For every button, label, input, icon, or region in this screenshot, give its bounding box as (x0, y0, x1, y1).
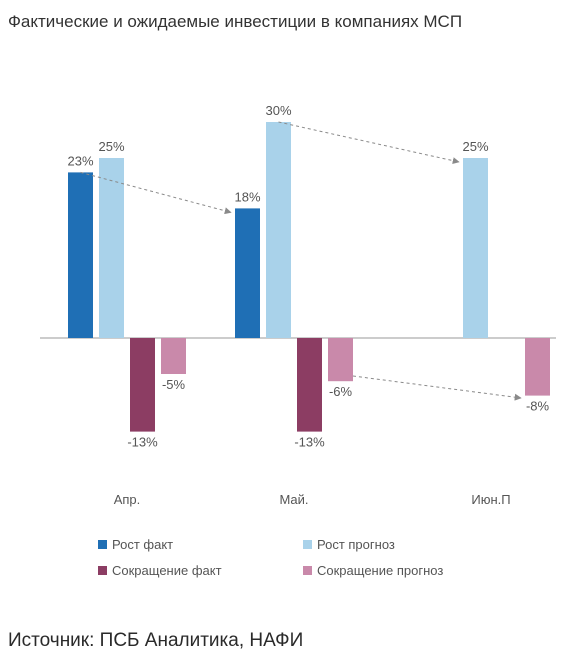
legend-label-decline-fact: Сокращение факт (112, 563, 222, 578)
data-label-growth-fact-0: 23% (67, 153, 93, 168)
bar-growth-forecast-0 (99, 158, 124, 338)
legend-swatch-growth-fact (98, 540, 107, 549)
category-label-0: Апр. (114, 492, 141, 507)
chart-title: Фактические и ожидаемые инвестиции в ком… (8, 12, 463, 31)
legend-label-growth-fact: Рост факт (112, 537, 173, 552)
bar-decline-forecast-1 (328, 338, 353, 382)
bar-chart: 23% 18% 25% 30% 25% -13% -13% -5% -6% -8% Апр. Май.… (40, 103, 556, 578)
trend-arrow-1 (278, 121, 460, 165)
legend-swatch-decline-fact (98, 566, 107, 575)
trend-arrow-2 (352, 375, 522, 401)
data-label-growth-forecast-2: 25% (462, 139, 488, 154)
data-label-decline-forecast-1: -6% (329, 384, 353, 399)
legend-label-decline-forecast: Сокращение прогноз (317, 563, 443, 578)
data-label-decline-forecast-0: -5% (162, 377, 186, 392)
bar-decline-fact-1 (297, 338, 322, 432)
category-label-1: Май. (279, 492, 308, 507)
bar-decline-fact-0 (130, 338, 155, 432)
bar-growth-forecast-1 (266, 122, 291, 338)
data-label-growth-forecast-0: 25% (98, 139, 124, 154)
bar-growth-fact-0 (68, 172, 93, 338)
data-label-decline-fact-1: -13% (294, 435, 325, 450)
data-label-decline-forecast-2: -8% (526, 399, 550, 414)
data-label-decline-fact-0: -13% (127, 435, 158, 450)
bar-decline-forecast-2 (525, 338, 550, 396)
bar-growth-fact-1 (235, 208, 260, 338)
legend-swatch-growth-forecast (303, 540, 312, 549)
trend-arrow-0 (80, 171, 232, 215)
category-label-2: Июн.П (471, 492, 510, 507)
legend-swatch-decline-forecast (303, 566, 312, 575)
data-label-growth-forecast-1: 30% (265, 103, 291, 118)
legend-label-growth-forecast: Рост прогноз (317, 537, 395, 552)
source-note: Источник: ПСБ Аналитика, НАФИ (8, 630, 304, 651)
bar-decline-forecast-0 (161, 338, 186, 374)
data-label-growth-fact-1: 18% (234, 189, 260, 204)
bar-growth-forecast-2 (463, 158, 488, 338)
